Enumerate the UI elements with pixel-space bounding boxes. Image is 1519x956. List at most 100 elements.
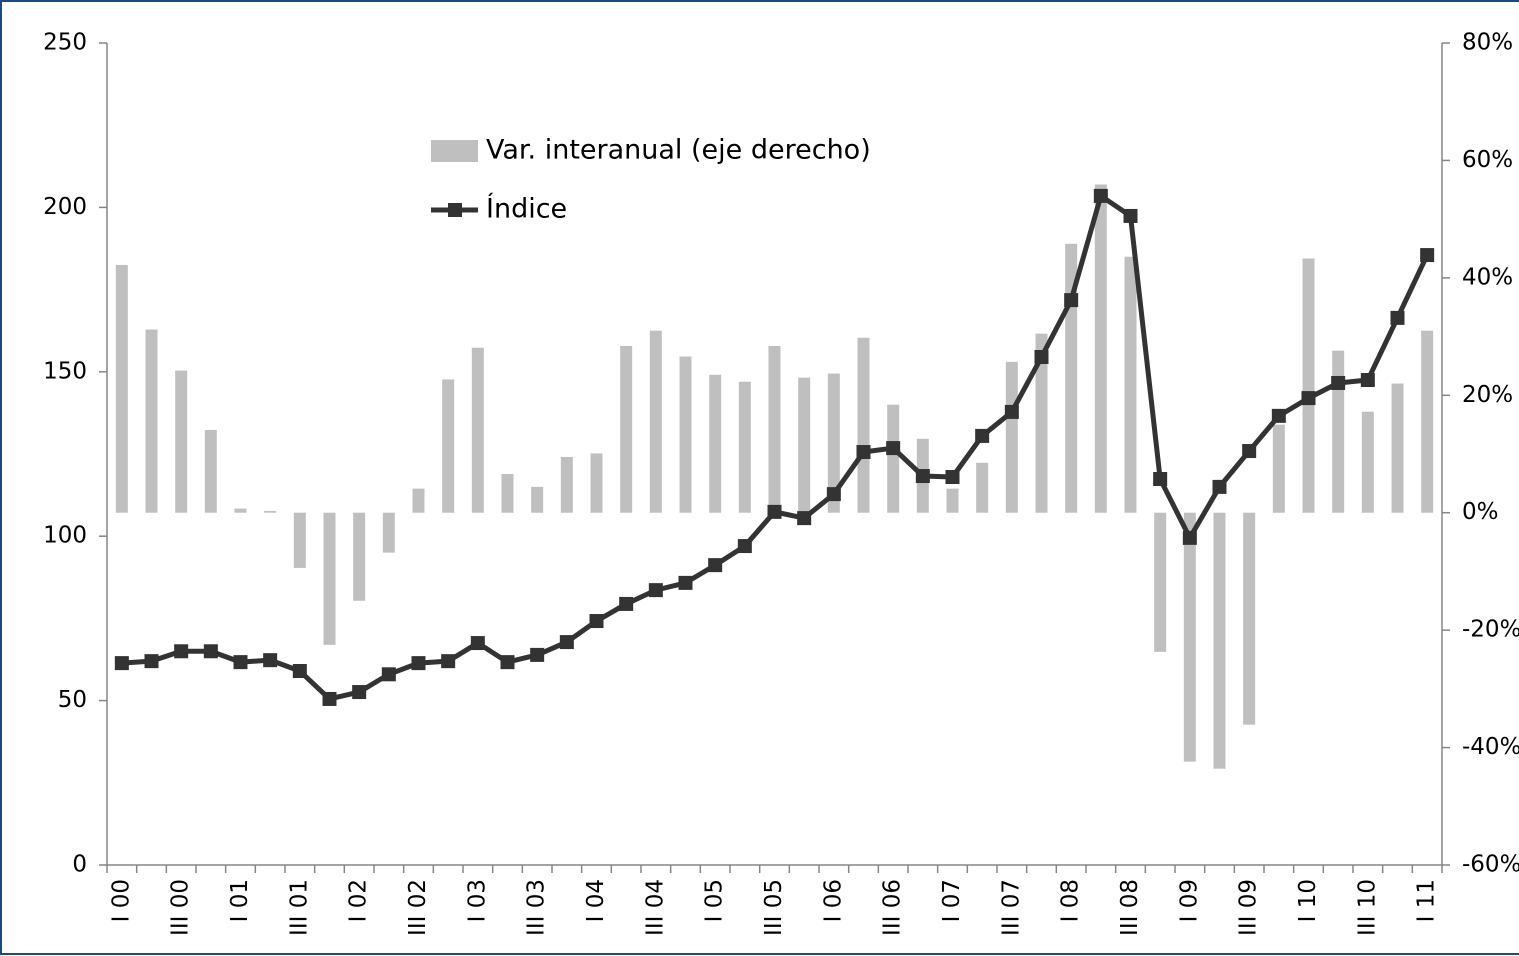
y2-tick-label: 60% (1462, 147, 1513, 173)
line-marker (1360, 373, 1375, 388)
bar (1243, 512, 1256, 725)
legend-swatch (448, 203, 462, 217)
line-marker (648, 583, 663, 598)
bar (827, 373, 840, 513)
line-marker (500, 655, 515, 670)
line-marker (1301, 391, 1316, 406)
y2-tick-label: 40% (1462, 264, 1513, 290)
bar (1005, 361, 1018, 513)
y2-tick-label: 80% (1462, 30, 1513, 56)
bar (976, 462, 989, 513)
bar (175, 370, 188, 513)
line-marker (915, 469, 930, 484)
line-marker (856, 445, 871, 460)
x-tick-label: I 06 (820, 879, 846, 922)
y2-tick-label: -60% (1462, 852, 1519, 878)
bar (560, 456, 573, 513)
y-tick-label: 50 (58, 687, 87, 713)
line-marker (203, 644, 218, 659)
line-marker (1153, 471, 1168, 486)
y-tick-label: 250 (43, 30, 87, 56)
line-marker (292, 664, 307, 679)
bar (738, 381, 751, 513)
x-tick-label: III 06 (880, 879, 906, 936)
legend-label: Var. interanual (eje derecho) (486, 135, 871, 166)
line-marker (1064, 293, 1079, 308)
bar (1302, 258, 1315, 513)
x-tick-label: III 10 (1354, 879, 1380, 936)
bar (1035, 333, 1048, 513)
bar (620, 345, 633, 513)
line-marker (1242, 444, 1257, 459)
x-tick-label: I 04 (583, 879, 609, 922)
x-tick-label: I 03 (464, 879, 490, 922)
bar (412, 488, 425, 513)
line-marker (619, 596, 634, 611)
legend-swatch (431, 140, 478, 162)
bar (264, 510, 277, 513)
line-marker (114, 656, 129, 671)
bar (1361, 411, 1374, 513)
line-marker (322, 691, 337, 706)
line-marker (1123, 208, 1138, 223)
bar (857, 337, 870, 513)
line-marker (826, 487, 841, 502)
bar (145, 329, 158, 513)
bar (501, 473, 514, 513)
bar (768, 345, 781, 513)
bar (471, 347, 484, 513)
bar (234, 508, 247, 513)
line-marker (1004, 404, 1019, 419)
line-marker (144, 654, 159, 669)
bar (1332, 350, 1345, 513)
x-tick-label: I 05 (702, 879, 728, 922)
line-marker (470, 636, 485, 651)
line-marker (1182, 530, 1197, 545)
line-marker (1271, 408, 1286, 423)
x-tick-label: I 02 (346, 879, 372, 922)
y2-tick-label: -20% (1462, 617, 1519, 643)
bar (1183, 512, 1196, 762)
x-tick-label: I 01 (227, 879, 253, 922)
bar (353, 512, 366, 601)
line-marker (1212, 479, 1227, 494)
x-tick-label: I 07 (939, 879, 965, 922)
x-tick-label: III 08 (1117, 879, 1143, 936)
x-tick-label: III 04 (642, 879, 668, 936)
bar (1213, 512, 1226, 769)
bar (1391, 383, 1404, 513)
line-marker (737, 539, 752, 554)
line-marker (233, 655, 248, 670)
x-tick-label: I 10 (1295, 879, 1321, 922)
x-tick-label: III 05 (761, 879, 787, 936)
line-marker (708, 558, 723, 573)
bar (946, 488, 959, 513)
line-marker (1093, 188, 1108, 203)
line-marker (559, 635, 574, 650)
bar (204, 429, 217, 513)
y2-tick-label: 20% (1462, 382, 1513, 408)
x-tick-label: III 03 (524, 879, 550, 936)
legend-label: Índice (486, 193, 567, 225)
x-tick-label: III 01 (286, 879, 312, 936)
x-tick-label: I 08 (1058, 879, 1084, 922)
bar (1094, 184, 1107, 513)
bar (887, 404, 900, 513)
x-tick-label: III 07 (998, 879, 1024, 936)
line-marker (352, 685, 367, 700)
x-tick-label: I 00 (108, 879, 134, 922)
line-marker (263, 653, 278, 668)
bar (115, 264, 128, 513)
y2-tick-label: -40% (1462, 734, 1519, 760)
line-marker (945, 470, 960, 485)
bar (531, 486, 544, 513)
line-marker (1034, 350, 1049, 365)
y-tick-label: 200 (43, 194, 87, 220)
y2-tick-label: 0% (1462, 499, 1499, 525)
bar (590, 453, 603, 513)
line-marker (678, 575, 693, 590)
line-marker (174, 644, 189, 659)
bar (709, 374, 722, 513)
bar (798, 377, 811, 513)
line-marker (767, 504, 782, 519)
